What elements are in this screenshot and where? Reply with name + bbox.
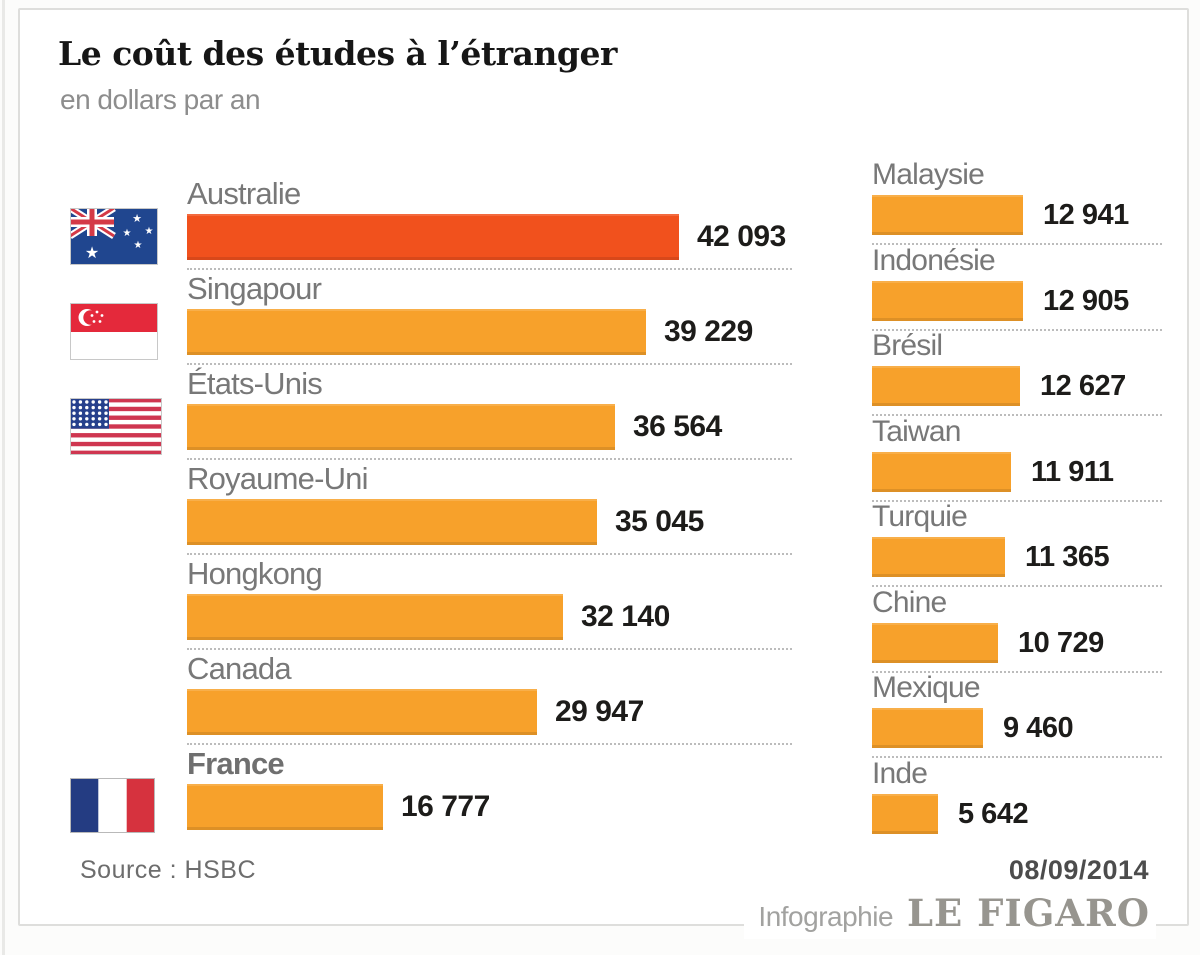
credit-prefix: Infographie	[758, 901, 894, 932]
country-label-chine: Chine	[872, 586, 947, 619]
svg-text:★: ★	[145, 226, 154, 237]
country-label-taiwan: Taiwan	[872, 415, 961, 448]
value-bar-chine	[872, 623, 998, 663]
value-label-bresil: 12 627	[1040, 369, 1126, 402]
value-label-malaysie: 12 941	[1043, 198, 1129, 231]
value-label-australie: 42 093	[697, 220, 786, 253]
value-label-taiwan: 11 911	[1031, 455, 1114, 488]
svg-text:★: ★	[134, 240, 143, 251]
value-bar-mexique	[872, 708, 983, 748]
credit-line: Infographie LE FIGARO	[744, 891, 1156, 939]
australia-flag: ★ ★ ★ ★ ★	[68, 205, 158, 270]
row-separator	[872, 585, 1162, 587]
row-separator	[187, 743, 792, 745]
chart-frame: Le coût des études à l’étranger en dolla…	[18, 8, 1189, 926]
value-bar-singapour	[187, 309, 646, 355]
singapore-flag-icon	[70, 303, 158, 360]
row-separator	[872, 756, 1162, 758]
singapore-flag	[70, 303, 158, 365]
date-note: 08/09/2014	[1008, 855, 1149, 885]
row-separator	[872, 500, 1162, 502]
page-edge-strip	[2, 0, 5, 955]
source-note: Source : HSBC	[80, 856, 257, 884]
value-bar-indonesie	[872, 281, 1023, 321]
france-flag-icon	[70, 778, 155, 833]
country-label-australie: Australie	[187, 176, 301, 211]
value-label-chine: 10 729	[1018, 626, 1104, 659]
row-separator	[872, 243, 1162, 245]
chart-title: Le coût des études à l’étranger	[58, 34, 617, 73]
usa-flag-icon	[70, 398, 162, 455]
row-separator	[187, 458, 792, 460]
value-bar-australie	[187, 214, 679, 260]
chart-subtitle: en dollars par an	[60, 84, 261, 115]
value-label-france: 16 777	[401, 790, 490, 823]
value-bar-france	[187, 784, 383, 830]
value-bar-taiwan	[872, 452, 1011, 492]
country-label-malaysie: Malaysie	[872, 158, 985, 191]
row-separator	[872, 414, 1162, 416]
value-label-mexique: 9 460	[1003, 711, 1074, 744]
svg-text:★: ★	[85, 243, 99, 262]
country-label-france: France	[187, 746, 285, 781]
row-separator	[187, 268, 792, 270]
svg-text:★: ★	[132, 212, 142, 225]
row-separator	[872, 329, 1162, 331]
country-label-canada: Canada	[187, 651, 292, 686]
value-bar-malaysie	[872, 195, 1023, 235]
country-label-singapour: Singapour	[187, 271, 322, 306]
france-flag	[70, 778, 155, 838]
country-label-indonesie: Indonésie	[872, 244, 996, 277]
value-label-hongkong: 32 140	[581, 600, 670, 633]
value-label-turquie: 11 365	[1025, 540, 1110, 573]
row-separator	[187, 648, 792, 650]
country-label-inde: Inde	[872, 757, 928, 790]
country-label-turquie: Turquie	[872, 500, 968, 533]
country-label-royaume-uni: Royaume-Uni	[187, 461, 369, 496]
value-label-indonesie: 12 905	[1043, 284, 1129, 317]
australia-flag-icon: ★★★★★	[68, 205, 158, 265]
le-figaro-logo: LE FIGARO	[907, 891, 1150, 935]
value-bar-inde	[872, 794, 938, 834]
value-bar-turquie	[872, 537, 1005, 577]
value-label-singapour: 39 229	[664, 315, 753, 348]
country-label-mexique: Mexique	[872, 671, 981, 704]
svg-text:★: ★	[123, 228, 132, 239]
value-bar-etats-unis	[187, 404, 615, 450]
country-label-hongkong: Hongkong	[187, 556, 323, 591]
value-bar-canada	[187, 689, 537, 735]
value-bar-royaume-uni	[187, 499, 597, 545]
value-label-etats-unis: 36 564	[633, 410, 722, 443]
country-label-etats-unis: États-Unis	[187, 366, 323, 401]
usa-flag	[70, 398, 162, 460]
row-separator	[187, 553, 792, 555]
value-bar-hongkong	[187, 594, 563, 640]
value-label-royaume-uni: 35 045	[615, 505, 704, 538]
value-bar-bresil	[872, 366, 1020, 406]
value-label-canada: 29 947	[555, 695, 644, 728]
value-label-inde: 5 642	[958, 797, 1029, 830]
row-separator	[187, 363, 792, 365]
country-label-bresil: Brésil	[872, 329, 943, 362]
row-separator	[872, 671, 1162, 673]
